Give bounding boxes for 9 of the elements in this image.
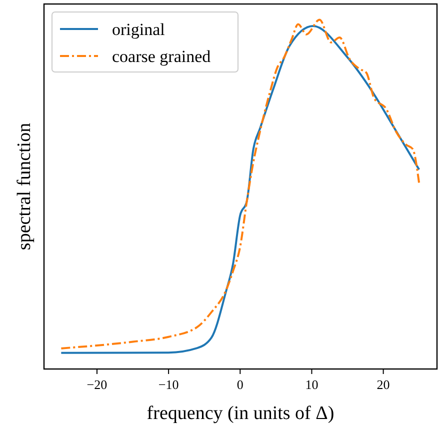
x-tick-label: 0 (236, 377, 244, 392)
x-tick-label: −10 (158, 377, 179, 392)
x-axis-title: frequency (in units of Δ) (146, 403, 334, 424)
x-tick-label: −20 (86, 377, 108, 392)
x-tick-label: 20 (376, 377, 390, 392)
legend-label: original (112, 20, 166, 39)
y-axis-title: spectral function (14, 122, 35, 250)
x-tick-label: 10 (305, 377, 318, 392)
legend-label: coarse grained (112, 47, 212, 66)
